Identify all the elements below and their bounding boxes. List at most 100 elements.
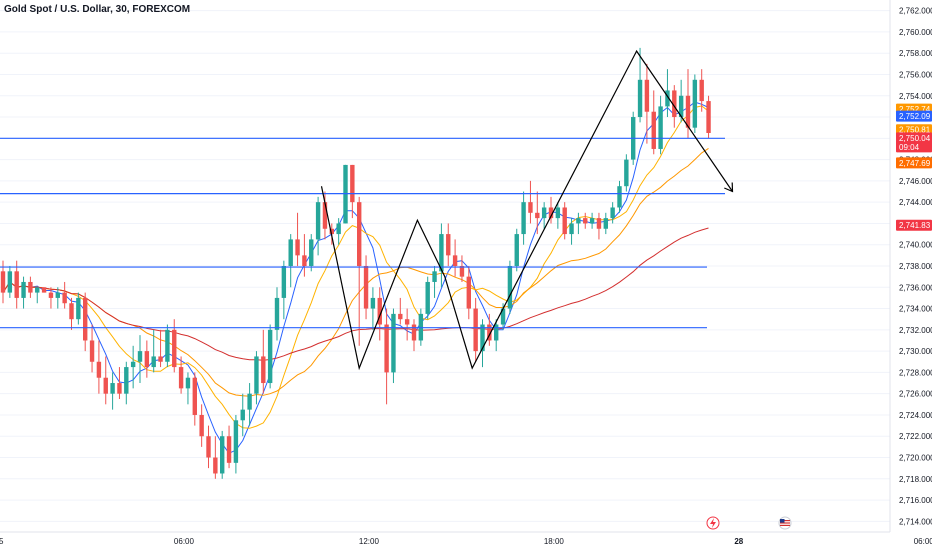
candle-body	[89, 340, 95, 362]
y-tick-label: 2,726.000	[899, 390, 932, 399]
candle-body	[617, 186, 622, 208]
candle-body	[295, 239, 300, 256]
candle-body	[370, 297, 376, 309]
candle-body	[459, 266, 465, 277]
candle-body	[137, 351, 143, 362]
y-tick-label: 2,720.000	[899, 454, 932, 463]
y-tick-label: 2,746.000	[899, 177, 932, 186]
candle-body	[665, 90, 670, 107]
y-tick-label: 2,756.000	[899, 70, 932, 79]
candle-body	[172, 329, 177, 368]
candle-body	[165, 329, 170, 362]
candle-body	[178, 367, 184, 389]
candle-body	[384, 324, 389, 373]
zigzag-path[interactable]	[320, 49, 733, 371]
candle-body	[350, 164, 355, 203]
candle-body	[69, 303, 74, 320]
chart-title: Gold Spot / U.S. Dollar, 30, FOREXCOM	[4, 4, 191, 15]
x-tick-label: 06:00	[174, 537, 195, 546]
price-badge-label: 2,750.04	[899, 134, 931, 143]
candle-body	[158, 356, 163, 362]
candle-body	[315, 202, 321, 240]
candle-body	[672, 90, 677, 118]
y-tick-label: 2,734.000	[899, 305, 932, 314]
time-axis[interactable]: 18:002506:0012:0018:002806:0012:0018:002…	[0, 537, 932, 546]
candle-body	[637, 79, 643, 118]
candle-body	[267, 329, 273, 384]
candle-body	[507, 266, 513, 309]
y-tick-label: 2,718.000	[899, 475, 932, 484]
candle-body	[110, 383, 115, 394]
candle-body	[452, 255, 458, 266]
price-badge-label: 2,747.69	[899, 159, 931, 168]
candle-body	[124, 367, 129, 394]
y-tick-label: 2,738.000	[899, 262, 932, 271]
candle-body	[610, 207, 615, 219]
candle-body	[28, 281, 33, 293]
price-badge-countdown: 09:04	[899, 143, 920, 152]
candle-body	[685, 95, 691, 128]
price-badge-label: 2,750.81	[899, 126, 931, 135]
lightning-icon[interactable]	[706, 516, 720, 530]
candle-body	[247, 393, 252, 410]
price-badge-label: 2,752.09	[899, 112, 931, 121]
candle-body	[494, 324, 499, 341]
candle-body	[226, 436, 232, 463]
candle-body	[500, 308, 506, 325]
price-badge-label: 2,741.83	[899, 221, 931, 230]
x-tick-label: 25	[0, 537, 4, 546]
candle-body	[363, 266, 369, 309]
candle-body	[62, 292, 67, 304]
candle-body	[357, 202, 362, 266]
candle-body	[220, 436, 225, 474]
x-tick-label: 28	[734, 537, 743, 546]
candle-body	[548, 207, 554, 219]
moving-average-line	[2, 227, 709, 361]
candle-body	[288, 239, 293, 266]
candle-body	[425, 281, 430, 314]
grid	[0, 10, 890, 522]
candle-body	[144, 351, 150, 368]
candle-body	[569, 223, 574, 235]
candle-body	[151, 356, 156, 368]
candle-body	[521, 202, 526, 235]
us-flag-icon[interactable]	[778, 516, 792, 530]
candle-body	[404, 319, 410, 325]
candle-body	[206, 436, 211, 458]
candle-body	[466, 276, 471, 309]
y-tick-label: 2,754.000	[899, 92, 932, 101]
candle-body	[14, 271, 19, 298]
candle-body	[322, 202, 328, 229]
candle-body	[76, 297, 81, 320]
candle-body	[35, 287, 40, 293]
candle-body	[233, 420, 239, 463]
y-tick-label: 2,732.000	[899, 326, 932, 335]
candle-body	[192, 377, 197, 415]
candle-body	[644, 79, 650, 112]
y-tick-label: 2,714.000	[899, 517, 932, 526]
candle-body	[651, 111, 656, 149]
candle-body	[514, 234, 519, 266]
candle-body	[576, 218, 581, 224]
candle-body	[213, 457, 218, 474]
candle-body	[240, 409, 245, 421]
candle-body	[41, 287, 47, 293]
candle-body	[309, 239, 314, 266]
candle-body	[446, 234, 451, 256]
candle-body	[596, 218, 602, 229]
y-tick-label: 2,730.000	[899, 347, 932, 356]
candles	[0, 47, 711, 479]
candle-body	[480, 324, 485, 352]
candle-body	[55, 292, 60, 298]
y-tick-label: 2,722.000	[899, 432, 932, 441]
candle-body	[398, 313, 403, 320]
candle-body	[21, 281, 26, 298]
candle-body	[336, 223, 341, 235]
candle-body	[7, 271, 13, 293]
candle-body	[254, 356, 259, 394]
x-tick-label: 12:00	[359, 537, 380, 546]
candle-body	[678, 95, 684, 118]
candle-body	[535, 212, 540, 219]
